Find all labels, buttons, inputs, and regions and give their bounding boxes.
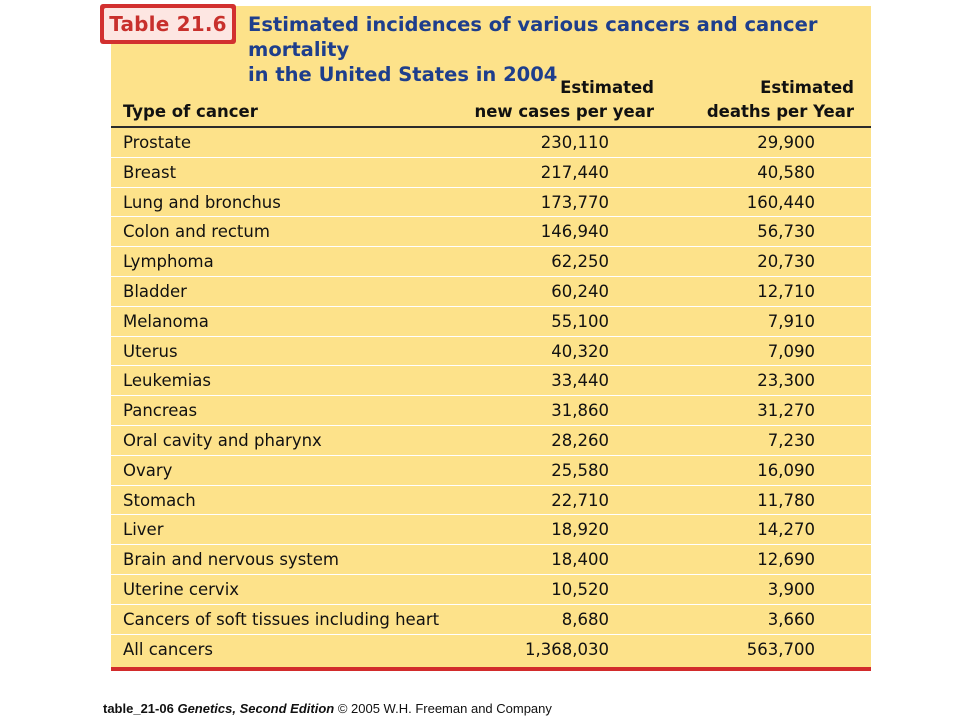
table-row: Uterus 40,320 7,090 — [111, 337, 871, 367]
table-row: Melanoma 55,100 7,910 — [111, 307, 871, 337]
cell-type: Lymphoma — [123, 252, 214, 272]
header-rule — [111, 126, 871, 128]
table-bottom-rule — [111, 667, 871, 671]
table-row: Colon and rectum 146,940 56,730 — [111, 217, 871, 248]
cell-type: Lung and bronchus — [123, 192, 281, 212]
cell-type: Brain and nervous system — [123, 550, 339, 570]
cell-new-cases: 18,920 — [551, 520, 609, 540]
cell-type: Cancers of soft tissues including heart — [123, 609, 440, 629]
cell-deaths: 3,660 — [767, 609, 815, 629]
table-row: Liver 18,920 14,270 — [111, 515, 871, 546]
table-number-tab: Table 21.6 — [100, 4, 236, 44]
cell-deaths: 31,270 — [757, 401, 815, 421]
header-deaths-line-1: Estimated — [760, 78, 854, 97]
header-deaths: Estimated deaths per Year — [707, 76, 854, 124]
cell-deaths: 40,580 — [757, 162, 815, 182]
footer-book-title: Genetics, Second Edition — [177, 701, 335, 716]
table-row: Lymphoma 62,250 20,730 — [111, 247, 871, 277]
table-row: Breast 217,440 40,580 — [111, 158, 871, 188]
cell-deaths: 29,900 — [757, 133, 815, 152]
cell-new-cases: 230,110 — [540, 133, 609, 152]
header-new-cases-line-1: Estimated — [560, 78, 654, 97]
cell-type: Stomach — [123, 490, 196, 510]
cell-deaths: 56,730 — [757, 222, 815, 242]
cell-deaths: 23,300 — [757, 371, 815, 391]
table-row: Lung and bronchus 173,770 160,440 — [111, 188, 871, 218]
cell-type: Colon and rectum — [123, 222, 270, 242]
table-row: Cancers of soft tissues including heart 8… — [111, 605, 871, 635]
cell-type: Uterine cervix — [123, 579, 240, 599]
table-panel — [111, 6, 871, 670]
table-row: All cancers 1,368,030 563,700 — [111, 635, 871, 665]
caption-line-2: in the United States in 2004 — [248, 63, 558, 86]
table-row: Bladder 60,240 12,710 — [111, 277, 871, 307]
cell-new-cases: 60,240 — [551, 281, 609, 301]
cell-new-cases: 62,250 — [551, 252, 609, 272]
cell-deaths: 12,690 — [757, 550, 815, 570]
cell-type: All cancers — [123, 639, 213, 659]
cell-type: Melanoma — [123, 311, 209, 331]
cell-new-cases: 33,440 — [551, 371, 609, 391]
cell-new-cases: 217,440 — [540, 162, 609, 182]
cell-new-cases: 18,400 — [551, 550, 609, 570]
header-type-of-cancer: Type of cancer — [123, 102, 258, 121]
cell-type: Uterus — [123, 341, 178, 361]
cell-new-cases: 1,368,030 — [525, 639, 609, 659]
cell-type: Bladder — [123, 281, 187, 301]
cell-new-cases: 146,940 — [540, 222, 609, 242]
table-row: Stomach 22,710 11,780 — [111, 486, 871, 516]
table-caption: Estimated incidences of various cancers … — [248, 12, 848, 87]
table-row: Oral cavity and pharynx 28,260 7,230 — [111, 426, 871, 456]
header-new-cases-line-2: new cases per year — [474, 102, 654, 121]
cell-type: Pancreas — [123, 401, 198, 421]
cell-type: Prostate — [123, 133, 191, 152]
cell-deaths: 7,090 — [767, 341, 815, 361]
cell-deaths: 7,910 — [767, 311, 815, 331]
cell-new-cases: 55,100 — [551, 311, 609, 331]
cell-deaths: 11,780 — [757, 490, 815, 510]
cell-new-cases: 173,770 — [540, 192, 609, 212]
cell-new-cases: 28,260 — [551, 430, 609, 450]
cell-type: Leukemias — [123, 371, 211, 391]
cell-deaths: 160,440 — [746, 192, 815, 212]
cell-new-cases: 31,860 — [551, 401, 609, 421]
table-row: Prostate 230,110 29,900 — [111, 128, 871, 158]
footer-copyright: © 2005 W.H. Freeman and Company — [337, 701, 552, 716]
table-body: Prostate 230,110 29,900 Breast 217,440 40,580… — [111, 128, 871, 664]
cell-deaths: 7,230 — [767, 430, 815, 450]
table-row: Uterine cervix 10,520 3,900 — [111, 575, 871, 605]
table-number-label: Table 21.6 — [104, 8, 232, 40]
cell-new-cases: 10,520 — [551, 579, 609, 599]
cell-type: Oral cavity and pharynx — [123, 430, 322, 450]
cell-new-cases: 25,580 — [551, 460, 609, 480]
cell-type: Liver — [123, 520, 164, 540]
figure-footer: table_21-06 Genetics, Second Edition © 2… — [103, 701, 552, 716]
cell-type: Breast — [123, 162, 177, 182]
cell-deaths: 3,900 — [767, 579, 815, 599]
cell-deaths: 563,700 — [746, 639, 815, 659]
table-row: Brain and nervous system 18,400 12,690 — [111, 545, 871, 575]
table-row: Pancreas 31,860 31,270 — [111, 396, 871, 426]
table-row: Leukemias 33,440 23,300 — [111, 366, 871, 397]
cell-deaths: 20,730 — [757, 252, 815, 272]
caption-line-1: Estimated incidences of various cancers … — [248, 13, 818, 61]
table-row: Ovary 25,580 16,090 — [111, 456, 871, 486]
header-deaths-line-2: deaths per Year — [706, 102, 854, 121]
cell-deaths: 12,710 — [757, 281, 815, 301]
footer-table-id: table_21-06 — [103, 701, 174, 716]
cell-new-cases: 40,320 — [551, 341, 609, 361]
header-new-cases: Estimated new cases per year — [474, 76, 654, 124]
cell-deaths: 16,090 — [757, 460, 815, 480]
cell-new-cases: 22,710 — [551, 490, 609, 510]
cell-deaths: 14,270 — [757, 520, 815, 540]
cell-new-cases: 8,680 — [561, 609, 609, 629]
cell-type: Ovary — [123, 460, 173, 480]
